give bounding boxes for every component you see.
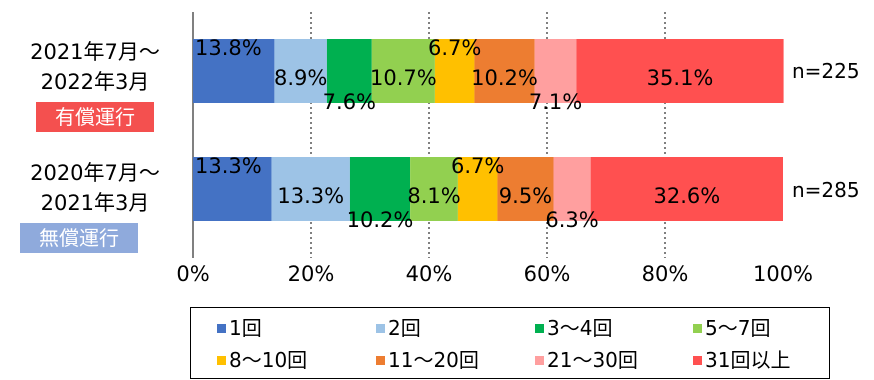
legend-item: 21～30回 xyxy=(535,348,638,372)
category-2-period-start: 2020年7月～ xyxy=(30,161,160,185)
data-label: 8.9% xyxy=(274,66,327,90)
data-label: 10.2% xyxy=(347,208,414,232)
legend-swatch xyxy=(535,356,544,365)
bar-segment xyxy=(193,39,275,103)
x-tick-label: 60% xyxy=(523,262,571,286)
legend-label: 3～4回 xyxy=(547,316,613,340)
chart-legend: 1回 2回 3～4回 5～7回 8～10回 11～20回 21～30回 31回以… xyxy=(190,307,830,379)
data-label: 13.3% xyxy=(195,154,262,178)
data-label: 6.7% xyxy=(428,36,481,60)
data-label: 6.7% xyxy=(451,154,504,178)
data-label: 7.6% xyxy=(323,90,376,114)
data-label: 32.6% xyxy=(653,184,720,208)
legend-item: 1回 xyxy=(217,316,262,340)
legend-item: 11～20回 xyxy=(376,348,479,372)
data-label: 8.1% xyxy=(407,184,460,208)
x-tick-label: 20% xyxy=(287,262,335,286)
legend-swatch xyxy=(376,324,385,333)
legend-swatch xyxy=(693,324,702,333)
x-tick-label: 80% xyxy=(641,262,689,286)
legend-swatch xyxy=(217,324,226,333)
category-1-badge: 有償運行 xyxy=(36,102,154,132)
legend-swatch xyxy=(217,356,226,365)
data-label: 35.1% xyxy=(647,66,714,90)
bar-segment xyxy=(410,157,458,221)
bar-segment xyxy=(434,39,475,103)
bar-segment xyxy=(274,39,327,103)
bar-segment xyxy=(497,157,554,221)
legend-item: 31回以上 xyxy=(693,348,790,372)
stacked-bar-chart: 13.8%8.9%7.6%10.7%6.7%10.2%7.1%35.1%13.3… xyxy=(192,12,784,258)
bar-segment xyxy=(271,157,350,221)
bar-segment xyxy=(576,39,784,103)
legend-label: 2回 xyxy=(388,316,421,340)
legend-label: 8～10回 xyxy=(229,348,308,372)
bar-segment xyxy=(553,157,591,221)
x-tick-label: 40% xyxy=(405,262,453,286)
legend-label: 11～20回 xyxy=(388,348,479,372)
bar-segment xyxy=(534,39,577,103)
data-label: 13.8% xyxy=(195,36,262,60)
bar-segment xyxy=(349,157,411,221)
data-label: 9.5% xyxy=(499,184,552,208)
x-tick-label: 100% xyxy=(752,262,814,286)
bar-segment xyxy=(193,157,272,221)
category-1-sample-size: n=225 xyxy=(792,59,860,83)
legend-label: 1回 xyxy=(229,316,262,340)
data-label: 10.2% xyxy=(471,66,538,90)
legend-swatch xyxy=(535,324,544,333)
data-label: 13.3% xyxy=(277,184,344,208)
data-label: 6.3% xyxy=(545,208,598,232)
bar-segment xyxy=(590,157,783,221)
data-label: 10.7% xyxy=(370,66,437,90)
bar-segment xyxy=(371,39,435,103)
bar-segment xyxy=(474,39,535,103)
x-tick-label: 0% xyxy=(176,262,210,286)
category-2-sample-size: n=285 xyxy=(792,178,860,202)
legend-label: 21～30回 xyxy=(547,348,638,372)
category-1-period-start: 2021年7月～ xyxy=(30,40,160,64)
data-label: 7.1% xyxy=(529,90,582,114)
legend-item: 2回 xyxy=(376,316,421,340)
bar-segment xyxy=(457,157,498,221)
legend-label: 5～7回 xyxy=(705,316,771,340)
category-1-period-end: 2022年3月 xyxy=(40,70,150,94)
category-2-period-end: 2021年3月 xyxy=(40,191,150,215)
legend-item: 5～7回 xyxy=(693,316,770,340)
legend-label: 31回以上 xyxy=(705,348,791,372)
category-2-badge: 無償運行 xyxy=(20,223,138,253)
legend-swatch xyxy=(693,356,702,365)
legend-swatch xyxy=(376,356,385,365)
bar-segment xyxy=(326,39,372,103)
legend-item: 8～10回 xyxy=(217,348,307,372)
legend-item: 3～4回 xyxy=(535,316,612,340)
